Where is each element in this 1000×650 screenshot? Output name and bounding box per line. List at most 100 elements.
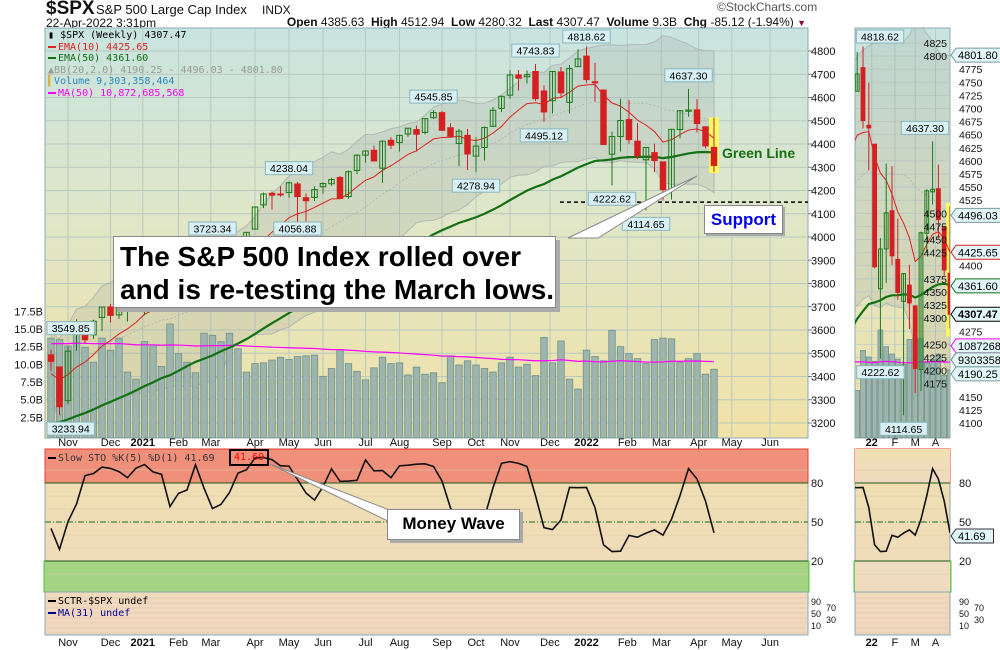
- price-label: 4278.94: [451, 178, 501, 193]
- x-axis-tick: May: [279, 437, 300, 449]
- price-axis-tick: 3400: [811, 372, 835, 384]
- volume-bar: [608, 329, 616, 438]
- mini-price-axis-tick: 4200: [924, 366, 948, 378]
- axis-tag-text: 4361.60: [958, 281, 998, 293]
- volume-bar: [98, 337, 106, 438]
- candle-body: [345, 171, 352, 198]
- mini-value-tag: 1087268: [950, 338, 1000, 354]
- volume-bar: [531, 375, 540, 438]
- x-axis-tick: Sep: [432, 437, 452, 449]
- candle-body: [651, 152, 658, 162]
- volume-bar: [582, 349, 591, 438]
- open-label: Open: [286, 15, 318, 29]
- price-label-text: 4222.62: [861, 367, 899, 379]
- x-axis-tick-bottom: Nov: [500, 637, 520, 649]
- price-label-text: 4238.04: [270, 163, 308, 175]
- candle: [676, 110, 684, 139]
- x-axis-tick: Jun: [314, 437, 332, 449]
- candle-body: [515, 74, 522, 79]
- mini-value-tag: 4190.25: [950, 366, 1000, 382]
- label-box: [855, 29, 905, 44]
- volume-bar: [234, 348, 242, 438]
- candle-body: [549, 70, 556, 102]
- candle-body: [608, 136, 616, 155]
- volume-bar: [895, 358, 901, 438]
- mini-price-axis-tick: 4600: [959, 156, 983, 168]
- candle-body: [472, 145, 480, 157]
- candle: [855, 51, 860, 92]
- volume-bar: [616, 346, 625, 438]
- x-axis-tick-bottom: Mar: [201, 637, 220, 649]
- volume-bar: [548, 362, 557, 438]
- mini-x-axis-tick-bottom: A: [932, 637, 940, 649]
- candle-body: [328, 179, 335, 185]
- price-label-text: 4637.30: [906, 123, 944, 135]
- oversold-zone: [43, 560, 810, 593]
- volume-bar: [591, 356, 599, 438]
- mini-price-axis-tick: 4300: [924, 313, 948, 325]
- candle: [600, 89, 607, 146]
- x-axis-tick-bottom: Dec: [101, 637, 121, 649]
- candle-body: [947, 272, 950, 315]
- mini-price-axis-tick: 4475: [924, 221, 948, 233]
- volume-bar: [929, 358, 936, 438]
- candle: [566, 64, 573, 114]
- candle: [489, 107, 497, 127]
- legend-sto-text: Slow STO %K(5) %D(1) 41.69: [58, 453, 215, 464]
- axis-tag-box: [950, 338, 1000, 354]
- price-label-text: 4818.62: [568, 32, 606, 44]
- mini-x-axis-tick-bottom: M: [911, 637, 920, 649]
- mini-sctr-axis-tick: 30: [974, 615, 984, 625]
- volume-bar: [404, 374, 412, 438]
- mini-slow-sto-line: [855, 466, 950, 553]
- candle-body: [907, 284, 912, 304]
- exchange-label: INDX: [262, 3, 291, 17]
- candle-body: [311, 189, 318, 198]
- candle-body: [866, 124, 872, 129]
- axis-tag-text: 41.69: [958, 531, 986, 543]
- mini-oversold-area: [855, 561, 950, 592]
- x-axis-tick-bottom: 2021: [131, 637, 155, 649]
- candle-body: [685, 109, 692, 112]
- candle: [353, 154, 361, 175]
- mini-price-axis-tick: 4625: [959, 143, 983, 155]
- volume-bar: [506, 356, 514, 438]
- label-box: [451, 178, 501, 193]
- price-label-text: 4114.65: [885, 424, 922, 436]
- candle-body: [591, 81, 599, 84]
- mini-value-tag: 4425.65: [950, 244, 1000, 260]
- volume-bar: [642, 363, 650, 438]
- candle: [506, 70, 514, 99]
- candle: [285, 181, 293, 198]
- volume-bar: [947, 369, 950, 438]
- volume-bar: [123, 371, 132, 438]
- x-axis-tick-bottom: Jun: [761, 637, 779, 649]
- x-axis-tick-bottom: Oct: [467, 637, 484, 649]
- sctr-legend: SCTR-$SPX undef MA(31) undef: [48, 596, 148, 619]
- candle: [895, 218, 901, 300]
- volume-bar: [701, 373, 710, 438]
- mini-price-axis-tick: 4650: [959, 130, 983, 142]
- candle: [878, 237, 883, 359]
- mini-price-axis-tick: 4325: [924, 300, 948, 312]
- candle-body: [702, 126, 709, 147]
- candle: [860, 46, 866, 129]
- price-axis-tick: 4700: [811, 69, 835, 81]
- candle: [872, 143, 878, 269]
- mini-sto-axis-tick: 20: [959, 556, 971, 568]
- volume-bar: [89, 361, 98, 438]
- symbol-title: $SPX: [46, 0, 95, 19]
- volume-bar: [659, 337, 667, 438]
- mini-price-label: 4222.62: [856, 365, 905, 380]
- volume-bar: [268, 359, 276, 438]
- candle: [924, 189, 930, 254]
- mini-sto-value-tag: 41.69: [950, 528, 994, 544]
- x-axis-tick: Nov: [58, 437, 78, 449]
- mini-price-label: 4818.62: [855, 29, 905, 44]
- x-axis-tick: Jun: [761, 437, 779, 449]
- volume-bar: [81, 346, 89, 438]
- label-box: [879, 421, 928, 436]
- price-label-text: 4222.62: [593, 194, 631, 206]
- candle-body: [268, 192, 276, 196]
- sctr-axis-tick: 70: [826, 603, 836, 613]
